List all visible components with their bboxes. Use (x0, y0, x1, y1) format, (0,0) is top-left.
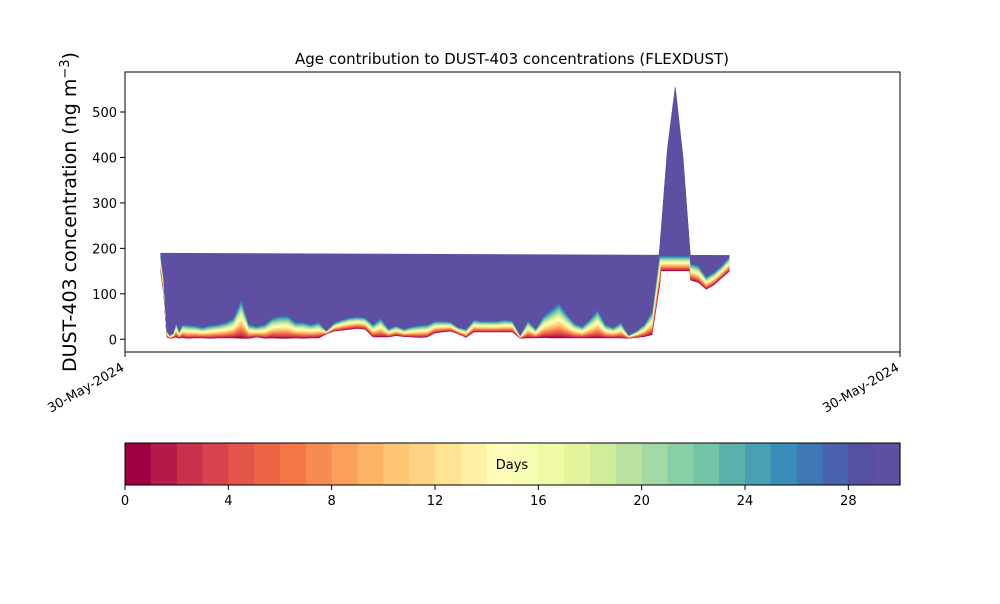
colorbar-cell (615, 443, 643, 485)
colorbar-cell (693, 443, 720, 485)
colorbar-cell (512, 443, 539, 485)
colorbar-cell (254, 443, 281, 485)
colorbar: Days 0 4 8 12 16 20 24 28 (121, 442, 901, 509)
colorbar-cell (641, 443, 669, 485)
chart-title: Age contribution to DUST-403 concentrati… (295, 50, 729, 68)
colorbar-cells (125, 443, 901, 485)
colorbar-cell (667, 443, 694, 485)
colorbar-tick-label: 12 (427, 494, 444, 509)
area-series-group (160, 86, 730, 339)
y-tick-label: 400 (92, 151, 117, 166)
colorbar-cell (874, 443, 901, 485)
colorbar-cell (796, 443, 824, 485)
colorbar-cell (435, 443, 462, 485)
colorbar-tick-label: 0 (121, 494, 129, 509)
colorbar-tick-label: 24 (737, 494, 754, 509)
colorbar-tick-label: 16 (530, 494, 547, 509)
colorbar-cell (822, 443, 849, 485)
colorbar-cell (150, 443, 178, 485)
y-tick-label: 0 (109, 333, 117, 348)
colorbar-cell (460, 443, 488, 485)
colorbar-cell (202, 443, 229, 485)
colorbar-tick-label: 8 (328, 494, 336, 509)
colorbar-cell (305, 443, 333, 485)
y-axis-label-main: DUST-403 concentration (ng m (59, 79, 81, 372)
y-axis: 0 100 200 300 400 500 (92, 106, 125, 348)
colorbar-tick-label: 20 (633, 494, 650, 509)
colorbar-cell (538, 443, 565, 485)
y-tick-label: 300 (92, 197, 117, 212)
plot-area: 0 100 200 300 400 500 30-May-2024 30-May-2024 (45, 71, 902, 416)
colorbar-cell (383, 443, 410, 485)
colorbar-cell (331, 443, 359, 485)
colorbar-cell (564, 443, 591, 485)
colorbar-cell (590, 443, 617, 485)
x-tick-label: 30-May-2024 (45, 360, 127, 416)
colorbar-cell (486, 443, 514, 485)
y-tick-label: 200 (92, 242, 117, 257)
x-tick-label: 30-May-2024 (820, 360, 902, 416)
y-tick-label: 100 (92, 288, 117, 303)
colorbar-cell (176, 443, 204, 485)
colorbar-cell (409, 443, 436, 485)
colorbar-cell (280, 443, 307, 485)
colorbar-cell (770, 443, 798, 485)
y-axis-label-superscript: −3 (58, 59, 73, 78)
colorbar-cell (357, 443, 384, 485)
colorbar-label: Days (496, 458, 529, 473)
colorbar-tick-label: 28 (840, 494, 857, 509)
colorbar-tick-label: 4 (224, 494, 232, 509)
colorbar-cell (228, 443, 255, 485)
y-axis-label: DUST-403 concentration (ng m−3) (58, 52, 81, 372)
x-axis: 30-May-2024 30-May-2024 (45, 352, 902, 416)
colorbar-cell (848, 443, 875, 485)
colorbar-cell (719, 443, 746, 485)
y-axis-label-close: ) (59, 52, 81, 59)
colorbar-frame (124, 442, 901, 486)
y-tick-label: 500 (92, 106, 117, 121)
plot-frame (124, 71, 901, 353)
colorbar-ticks: 0 4 8 12 16 20 24 28 (121, 485, 857, 509)
colorbar-cell (125, 443, 152, 485)
colorbar-cell (745, 443, 772, 485)
area-series-30 (160, 86, 730, 336)
